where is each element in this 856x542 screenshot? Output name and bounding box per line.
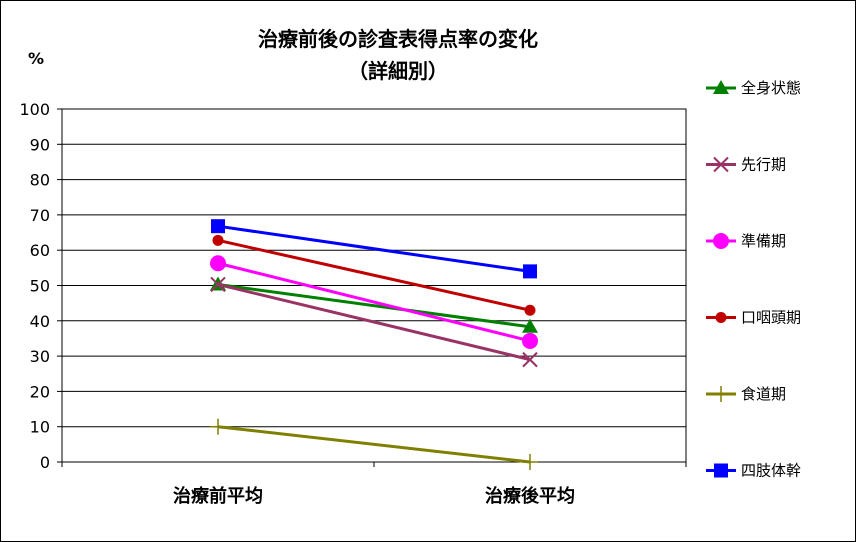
data-point bbox=[522, 454, 538, 470]
square-marker-shape bbox=[211, 219, 225, 234]
x-category-label: 治療前平均 bbox=[173, 485, 263, 507]
dot-marker-shape bbox=[212, 234, 224, 246]
legend-item: 先行期 bbox=[706, 156, 786, 174]
dot-marker-shape bbox=[715, 312, 727, 323]
legend-label: 全身状態 bbox=[741, 79, 801, 97]
legend-marker bbox=[713, 156, 729, 173]
legend-item: 食道期 bbox=[706, 385, 786, 403]
data-point bbox=[211, 219, 225, 234]
legend-marker bbox=[713, 386, 729, 402]
square-marker-shape bbox=[523, 264, 537, 279]
triangle-marker-shape bbox=[713, 80, 729, 94]
data-point bbox=[524, 304, 536, 316]
y-tick-label: 20 bbox=[30, 382, 50, 401]
dot-marker-shape bbox=[524, 304, 536, 316]
data-point bbox=[212, 234, 224, 246]
series-line bbox=[217, 282, 531, 329]
y-tick-label: 70 bbox=[30, 206, 50, 225]
series-line bbox=[217, 282, 531, 362]
series-2 bbox=[210, 276, 538, 368]
y-axis-unit: % bbox=[28, 49, 44, 68]
legend-label: 準備期 bbox=[741, 232, 786, 250]
y-tick-label: 100 bbox=[19, 100, 50, 119]
plot-area: 0 10 20 30 40 50 60 70 80 90 100 治療前平均 治療後平均 bbox=[19, 100, 687, 507]
legend-marker bbox=[714, 463, 728, 478]
square-marker-shape bbox=[714, 463, 728, 478]
data-point bbox=[522, 332, 538, 349]
legend-marker bbox=[713, 80, 729, 94]
series-3 bbox=[210, 255, 538, 349]
y-tick-label: 40 bbox=[30, 312, 50, 331]
data-point bbox=[210, 418, 226, 435]
legend-item: 四肢体幹 bbox=[706, 462, 801, 480]
y-tick-label: 50 bbox=[30, 277, 50, 296]
y-tick-label: 0 bbox=[40, 453, 50, 472]
legend-label: 口咽頭期 bbox=[741, 309, 801, 327]
circle-marker-shape bbox=[522, 332, 538, 349]
y-tick-label: 90 bbox=[30, 135, 50, 154]
legend-label: 四肢体幹 bbox=[741, 462, 801, 480]
series-6 bbox=[211, 219, 537, 279]
series-line bbox=[217, 261, 531, 343]
legend-label: 先行期 bbox=[741, 156, 786, 174]
data-point bbox=[522, 351, 538, 368]
x-category-label: 治療後平均 bbox=[485, 485, 575, 507]
x-marker-stroke bbox=[522, 351, 538, 368]
series-5 bbox=[210, 418, 538, 470]
triangle-marker-shape bbox=[522, 318, 538, 333]
data-point bbox=[522, 318, 538, 333]
y-tick-label: 30 bbox=[30, 347, 50, 366]
series-line bbox=[217, 238, 531, 312]
legend-marker bbox=[713, 233, 729, 249]
legend-item: 口咽頭期 bbox=[706, 309, 801, 327]
y-tick-label: 10 bbox=[30, 418, 50, 437]
circle-marker-shape bbox=[713, 233, 729, 249]
legend-marker bbox=[715, 312, 727, 323]
legend-label: 食道期 bbox=[741, 385, 786, 403]
legend-item: 準備期 bbox=[706, 232, 786, 250]
series-4 bbox=[212, 234, 536, 316]
chart-subtitle: （詳細別） bbox=[348, 59, 448, 83]
data-point bbox=[523, 264, 537, 279]
y-tick-label: 60 bbox=[30, 241, 50, 260]
y-tick-label: 80 bbox=[30, 171, 50, 190]
x-marker-stroke bbox=[210, 276, 226, 293]
data-point bbox=[210, 255, 226, 272]
series-line bbox=[217, 425, 531, 464]
series-line bbox=[217, 224, 531, 273]
data-point bbox=[210, 276, 226, 293]
chart-title: 治療前後の診査表得点率の変化 bbox=[258, 27, 538, 51]
circle-marker-shape bbox=[210, 255, 226, 272]
legend-item: 全身状態 bbox=[706, 79, 801, 97]
x-marker-stroke bbox=[713, 156, 729, 173]
